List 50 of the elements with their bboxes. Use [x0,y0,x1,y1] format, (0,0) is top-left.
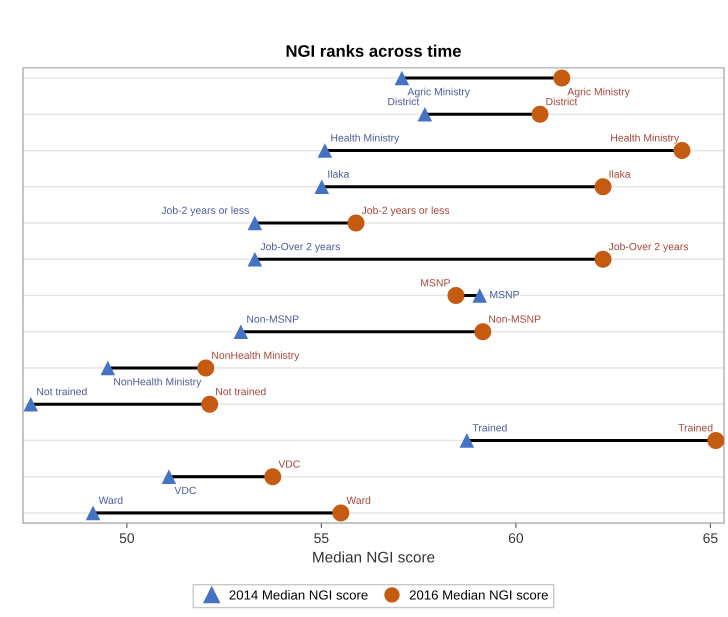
point [162,469,176,484]
category-label: VDC [278,460,300,468]
point [248,252,262,267]
point [332,504,350,522]
category-label: Ilaka [328,170,350,178]
point [553,70,570,87]
point [594,250,612,268]
point [201,396,218,413]
legend-label: 2014 Median NGI score [230,590,368,600]
point [472,288,487,303]
point [418,106,432,122]
category-label: Ward [346,496,370,504]
point [594,178,612,196]
point [531,106,548,123]
point [394,70,410,86]
x-tick-label: 50 [120,533,134,544]
point [264,468,282,486]
category-label: MSNP [421,279,450,286]
category-label: Health Ministry [331,134,400,144]
category-label: Non-MSNP [489,315,540,323]
category-label: Job-Over 2 years [260,242,340,252]
category-label: Job-2 years or less [362,206,450,216]
point [100,360,116,376]
x-tick-label: 60 [508,533,524,544]
y-tick-label: Ilaka [610,170,631,178]
point [234,324,248,340]
y-tick-label: Health Ministry [611,134,680,144]
category-label: Trained [678,424,712,432]
chart-title: NGI ranks across time [286,44,461,57]
point [86,506,100,520]
point [673,142,690,160]
point [318,143,332,158]
legend-label: 2016 Median NGI score [410,590,548,600]
point [447,286,464,304]
category-label: NonHealth Ministry [212,351,300,362]
category-label: District [546,98,578,106]
y-tick-label: Job-Over 2 years [608,242,688,252]
point [460,433,474,448]
point [197,359,214,376]
point [248,216,262,230]
x-tick-label: 65 [703,533,718,544]
point [474,323,492,340]
point [707,432,724,449]
point [23,396,38,412]
point [347,214,364,232]
x-axis-title: Median NGI score [313,551,434,563]
category-label: Agric Ministry [567,88,630,98]
category-label: Not trained [216,388,266,396]
x-tick-label: 55 [314,533,329,544]
point [314,179,330,194]
